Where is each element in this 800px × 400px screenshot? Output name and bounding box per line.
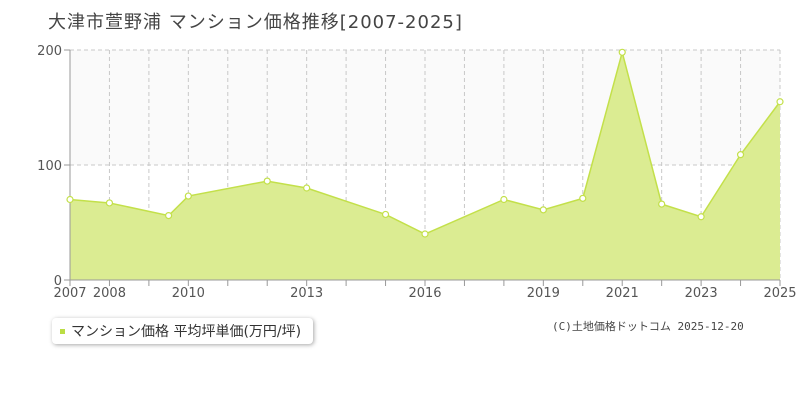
x-tick-label: 2021 [606, 286, 639, 301]
x-tick-label: 2007 [53, 286, 86, 301]
chart-title: 大津市萱野浦 マンション価格推移[2007-2025] [48, 12, 463, 33]
credit-text: (C)土地価格ドットコム 2025-12-20 [552, 320, 744, 333]
data-point [736, 151, 745, 159]
data-point [105, 199, 114, 207]
x-tick-label: 2016 [408, 286, 441, 301]
legend-swatch [60, 328, 65, 334]
data-point [381, 210, 390, 219]
x-tick-label: 2013 [290, 286, 323, 301]
data-point [579, 194, 587, 202]
x-tick-label: 2023 [685, 286, 718, 301]
x-tick-label: 2008 [93, 286, 126, 301]
legend-label: マンション価格 平均坪単価(万円/坪) [71, 324, 302, 340]
x-tick-label: 2025 [763, 286, 796, 301]
data-point [165, 212, 173, 220]
legend: マンション価格 平均坪単価(万円/坪) [52, 318, 314, 344]
series-area [70, 52, 780, 280]
data-point [776, 98, 784, 106]
data-point [421, 230, 429, 238]
data-point [618, 48, 626, 56]
data-point [263, 177, 271, 185]
data-point [66, 195, 74, 204]
y-tick-label: 0 [54, 274, 62, 289]
data-point [184, 192, 192, 200]
data-point [697, 213, 705, 221]
data-point [539, 206, 547, 214]
y-tick-label: 100 [37, 159, 62, 174]
x-tick-label: 2019 [527, 286, 560, 301]
x-tick-label: 2010 [172, 286, 205, 301]
series-line [69, 49, 781, 235]
data-point [303, 184, 311, 192]
data-point [658, 200, 666, 208]
y-tick-label: 200 [37, 44, 62, 59]
data-point [500, 195, 508, 204]
